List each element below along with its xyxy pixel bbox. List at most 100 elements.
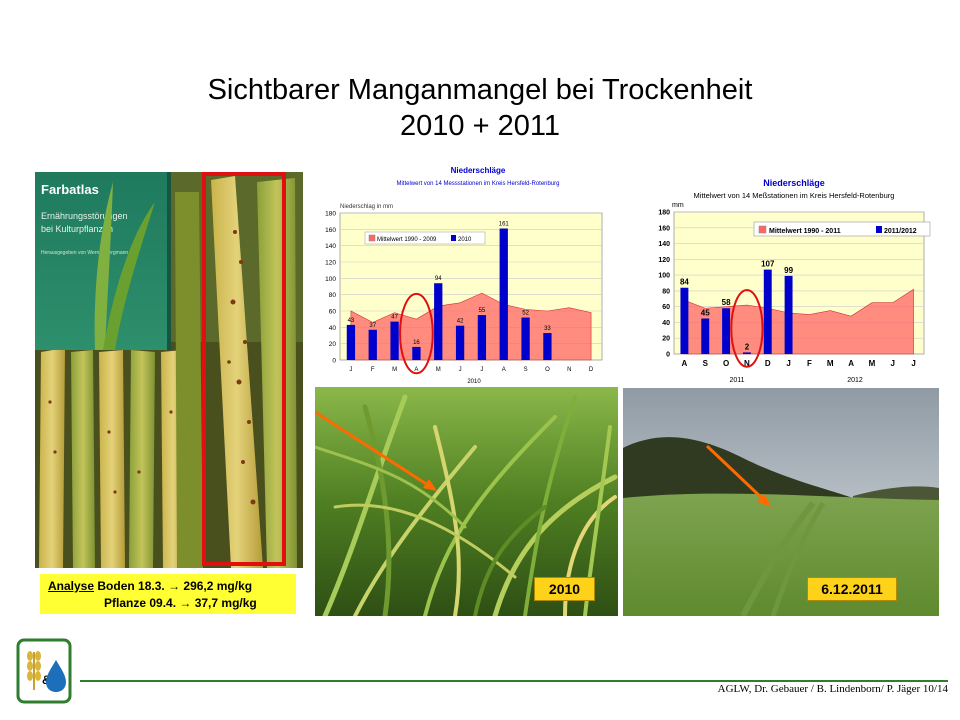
bar-value-label: 84 xyxy=(680,278,689,287)
bar-s-8 xyxy=(521,317,530,360)
bar-a-7 xyxy=(499,228,508,360)
y-tick-label: 80 xyxy=(329,292,337,299)
x-tick-label: J xyxy=(349,367,352,373)
average-area xyxy=(350,292,592,361)
x-tick-label: F xyxy=(371,367,375,373)
bar-value-label: 99 xyxy=(784,266,793,275)
arrow-line xyxy=(705,444,767,503)
chart-title: Niederschläge xyxy=(763,178,825,188)
legend: Mittelwert 1990 - 2011 2011/2012 xyxy=(753,221,931,237)
precipitation-chart-2010: Niederschläge Mittelwert von 14 Messstat… xyxy=(318,164,608,386)
y-tick-label: 0 xyxy=(666,352,670,359)
legend-swatch-2010 xyxy=(451,235,456,241)
bar-value-label: 107 xyxy=(761,260,775,269)
aglw-logo-icon: & xyxy=(16,638,72,704)
bar-value-label: 45 xyxy=(701,309,710,318)
field-photo-drawing xyxy=(623,388,939,616)
chart-title: Niederschläge xyxy=(451,166,506,175)
bar-value-labels: 84 45 58 2 107 99 xyxy=(680,260,794,352)
average-area-shape xyxy=(350,292,592,361)
bar-d-4 xyxy=(763,269,772,354)
footer-divider xyxy=(80,680,948,682)
average-area xyxy=(684,288,914,355)
bar-a-0 xyxy=(680,287,689,354)
y-tick-label: 0 xyxy=(332,358,336,365)
bar-a-3 xyxy=(412,346,421,360)
y-axis-label: mm xyxy=(672,202,684,209)
bar-o-9 xyxy=(543,333,552,360)
x-axis-label-2011: 2011 xyxy=(729,377,744,384)
footer-credit: AGLW, Dr. Gebauer / B. Lindenborn/ P. Jä… xyxy=(717,683,948,695)
y-tick-label: 60 xyxy=(329,309,337,316)
bar-value-label: 42 xyxy=(457,319,464,325)
x-tick-label: M xyxy=(436,367,441,373)
title-line-2: 2010 + 2011 xyxy=(400,110,560,142)
legend-label-2011-2012: 2011/2012 xyxy=(884,228,917,235)
bar-value-label: 16 xyxy=(413,340,420,346)
y-tick-label: 160 xyxy=(658,225,670,232)
leaf-photo-drawing: Farbatlas Ernährungsstörungen bei Kultur… xyxy=(35,172,303,568)
analysis-label: Analyse xyxy=(48,579,95,593)
x-tick-label: O xyxy=(723,359,729,368)
wheat-photo-drawing xyxy=(315,387,618,616)
bar-value-label: 52 xyxy=(522,311,529,317)
x-tick-label: S xyxy=(524,367,528,373)
x-tick-label: A xyxy=(502,367,506,373)
x-tick-label: J xyxy=(786,359,790,368)
y-tick-label: 80 xyxy=(662,288,670,295)
x-tick-label: D xyxy=(765,359,771,368)
x-axis-label: 2010 xyxy=(467,379,481,385)
y-tick-labels: 0 20 40 60 80 100 120 140 160 180 xyxy=(658,210,670,359)
book-subtitle-line-2: bei Kulturpflanzen xyxy=(41,224,113,234)
y-tick-label: 120 xyxy=(325,260,336,267)
x-tick-label: A xyxy=(682,359,688,368)
y-tick-label: 160 xyxy=(325,227,336,234)
soil-analysis: Boden 18.3. → 296,2 mg/kg xyxy=(97,579,253,593)
bar-value-label: 94 xyxy=(435,276,442,282)
legend-label-2010: 2010 xyxy=(458,237,472,243)
bar-value-label: 47 xyxy=(391,315,398,321)
bar-value-labels: 43 37 47 16 94 42 55 161 52 33 xyxy=(348,222,552,346)
bar-value-label: 33 xyxy=(544,326,551,332)
y-tick-labels: 0 20 40 60 80 100 120 140 160 180 xyxy=(325,211,336,365)
legend: Mittelwert 1990 - 2009 2010 xyxy=(364,231,486,245)
y-tick-label: 140 xyxy=(325,243,336,250)
x-tick-label: S xyxy=(703,359,709,368)
highlight-ellipse xyxy=(399,292,434,375)
arrow-head xyxy=(757,494,771,507)
y-tick-label: 60 xyxy=(662,304,670,311)
y-tick-label: 180 xyxy=(325,211,336,218)
bar-j-0 xyxy=(346,324,356,360)
book-title: Farbatlas xyxy=(41,182,99,197)
analysis-box: Analyse Boden 18.3. → 296,2 mg/kg Pflanz… xyxy=(40,574,296,614)
y-tick-label: 140 xyxy=(658,241,670,248)
bar-value-label: 43 xyxy=(348,318,355,324)
bar-f-1 xyxy=(368,329,377,360)
y-tick-label: 20 xyxy=(662,336,670,343)
book-subtitle-line-1: Ernährungsstörungen xyxy=(41,211,128,221)
bar-n-3 xyxy=(742,352,751,354)
x-tick-label: F xyxy=(807,359,812,368)
y-tick-label: 20 xyxy=(329,341,337,348)
x-tick-label: N xyxy=(567,367,571,373)
bar-value-label: 37 xyxy=(369,323,376,329)
chart-subtitle: Mittelwert von 14 Messstationen im Kreis… xyxy=(396,181,559,187)
bar-value-label: 58 xyxy=(722,298,731,307)
legend-swatch-2011-2012 xyxy=(876,226,882,233)
arrow-line xyxy=(315,410,432,489)
x-tick-label: J xyxy=(911,359,915,368)
y-tick-label: 100 xyxy=(658,273,670,280)
bar-value-label: 55 xyxy=(479,308,486,314)
x-tick-label: M xyxy=(392,367,397,373)
y-tick-label: 40 xyxy=(662,320,670,327)
x-tick-label: M xyxy=(869,359,876,368)
x-tick-label: J xyxy=(480,367,483,373)
bar-s-1 xyxy=(701,318,710,354)
x-tick-label: J xyxy=(459,367,462,373)
plant-analysis: Pflanze 09.4. → 37,7 mg/kg xyxy=(104,596,257,610)
x-axis-label-2012: 2012 xyxy=(847,377,863,384)
bar-m-4 xyxy=(434,283,443,360)
arrow-head xyxy=(423,479,437,491)
